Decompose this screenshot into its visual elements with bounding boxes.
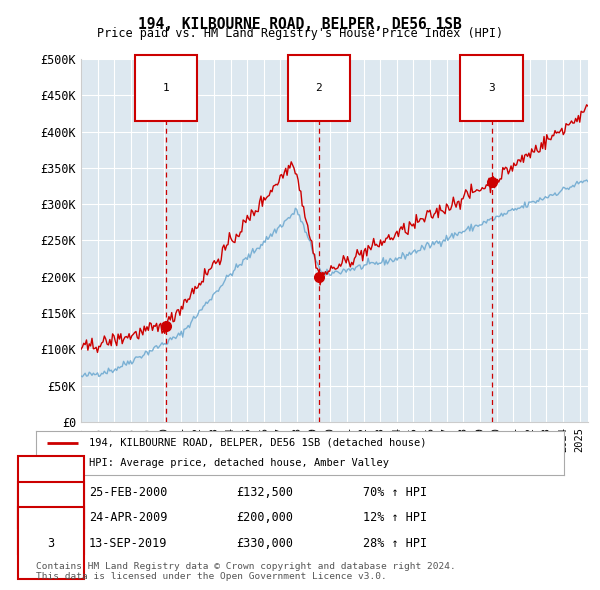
- Text: 1: 1: [47, 486, 55, 499]
- Text: 24-APR-2009: 24-APR-2009: [89, 511, 167, 525]
- Text: 194, KILBOURNE ROAD, BELPER, DE56 1SB: 194, KILBOURNE ROAD, BELPER, DE56 1SB: [138, 17, 462, 31]
- Text: HPI: Average price, detached house, Amber Valley: HPI: Average price, detached house, Ambe…: [89, 458, 389, 468]
- Text: 2: 2: [47, 511, 55, 525]
- Text: 25-FEB-2000: 25-FEB-2000: [89, 486, 167, 499]
- Text: £132,500: £132,500: [236, 486, 293, 499]
- Text: 3: 3: [47, 537, 55, 550]
- Text: 3: 3: [488, 83, 495, 93]
- Text: 13-SEP-2019: 13-SEP-2019: [89, 537, 167, 550]
- Text: 70% ↑ HPI: 70% ↑ HPI: [364, 486, 427, 499]
- Text: Contains HM Land Registry data © Crown copyright and database right 2024.
This d: Contains HM Land Registry data © Crown c…: [36, 562, 456, 581]
- Text: 28% ↑ HPI: 28% ↑ HPI: [364, 537, 427, 550]
- Text: 12% ↑ HPI: 12% ↑ HPI: [364, 511, 427, 525]
- Text: £330,000: £330,000: [236, 537, 293, 550]
- Text: 1: 1: [163, 83, 169, 93]
- Text: 2: 2: [316, 83, 322, 93]
- Text: £200,000: £200,000: [236, 511, 293, 525]
- Text: Price paid vs. HM Land Registry's House Price Index (HPI): Price paid vs. HM Land Registry's House …: [97, 27, 503, 40]
- Text: 194, KILBOURNE ROAD, BELPER, DE56 1SB (detached house): 194, KILBOURNE ROAD, BELPER, DE56 1SB (d…: [89, 438, 426, 448]
